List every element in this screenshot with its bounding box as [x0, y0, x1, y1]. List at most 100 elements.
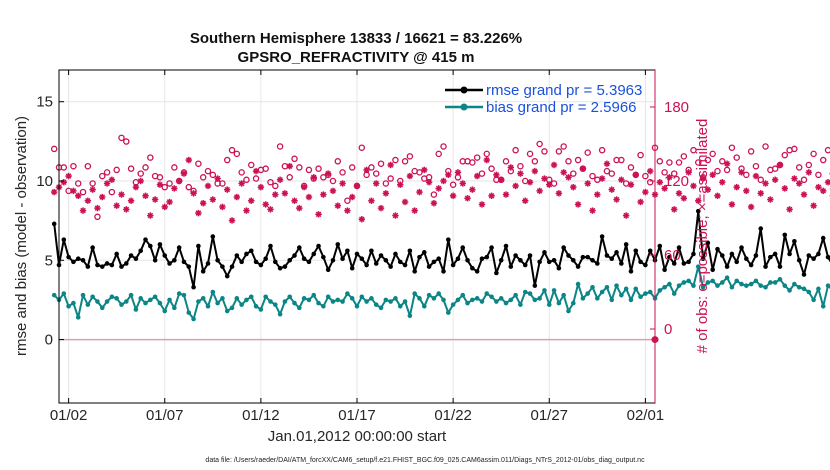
assimilated-obs-marker: [382, 190, 390, 197]
bias-point: [215, 300, 220, 306]
assimilated-obs-marker: [795, 180, 803, 187]
rmse-point: [292, 253, 297, 258]
rmse-point: [739, 245, 744, 250]
assimilated-obs-marker: [526, 179, 534, 186]
possible-obs-marker: [368, 164, 375, 171]
assimilated-obs-marker: [166, 198, 173, 206]
assimilated-obs-marker: [497, 176, 505, 183]
bias-point: [508, 297, 514, 303]
assimilated-obs-marker: [147, 212, 154, 219]
assimilated-obs-marker: [252, 167, 260, 175]
bias-point: [768, 280, 773, 285]
bias-point: [801, 286, 807, 292]
bias-point: [114, 296, 119, 301]
possible-obs-marker: [666, 159, 673, 166]
assimilated-obs-marker: [680, 195, 688, 202]
rmse-point: [51, 221, 57, 227]
possible-obs-marker: [483, 150, 491, 158]
rmse-point: [710, 267, 715, 273]
assimilated-obs-marker: [781, 185, 788, 192]
assimilated-obs-marker: [334, 202, 341, 209]
line-series: [51, 208, 830, 322]
legend-bias-label: bias grand pr = 2.5966: [486, 99, 637, 116]
x-tick-label: 01/27: [530, 407, 568, 424]
possible-obs-marker: [329, 177, 337, 185]
rmse-point: [609, 256, 615, 262]
bias-point: [66, 303, 71, 309]
assimilated-obs-marker: [373, 180, 380, 187]
rmse-point: [90, 245, 95, 250]
data-file-note: data file: /Users/raeder/DAI/ATM_forcXX/…: [205, 457, 645, 464]
bias-point: [109, 294, 115, 300]
bias-point: [465, 300, 470, 306]
assimilated-obs-marker: [488, 192, 495, 199]
rmse-point: [172, 257, 177, 263]
assimilated-obs-marker: [339, 180, 346, 187]
assimilated-obs-marker: [771, 176, 779, 183]
assimilated-obs-marker: [570, 183, 577, 191]
possible-obs-marker: [714, 167, 721, 175]
rmse-point: [537, 259, 542, 265]
bias-point: [426, 292, 432, 298]
assimilated-obs-marker: [305, 193, 313, 201]
possible-obs-marker: [478, 170, 486, 177]
bias-point: [181, 292, 187, 298]
rmse-point: [234, 253, 240, 258]
bias-point: [80, 292, 86, 298]
assimilated-obs-marker: [238, 180, 245, 187]
assimilated-obs-marker: [459, 180, 466, 187]
bias-point: [75, 315, 81, 320]
assimilated-obs-marker: [50, 188, 58, 196]
assimilated-obs-marker: [257, 183, 265, 191]
rmse-point: [628, 269, 634, 274]
assimilated-obs-marker: [291, 197, 298, 204]
possible-obs-marker: [752, 162, 760, 170]
possible-obs-marker: [248, 161, 255, 169]
assimilated-obs-marker: [550, 161, 558, 169]
assimilated-obs-marker: [127, 197, 135, 204]
assimilated-obs-marker: [752, 172, 760, 180]
bias-point: [542, 288, 547, 293]
possible-obs-marker: [728, 144, 736, 151]
bias-point: [162, 308, 168, 314]
bias-point: [200, 296, 206, 301]
assimilated-obs-marker: [440, 177, 447, 185]
bias-point: [614, 283, 619, 288]
rmse-point: [388, 264, 393, 269]
x-axis-label: Jan.01,2012 00:00:00 start: [268, 428, 447, 445]
bias-point: [369, 296, 374, 301]
assimilated-obs-marker: [815, 183, 822, 191]
bias-point: [816, 286, 821, 292]
rmse-point: [522, 262, 528, 268]
assimilated-obs-marker: [445, 171, 452, 179]
possible-obs-marker: [603, 167, 611, 175]
assimilated-obs-marker: [185, 156, 192, 164]
assimilated-obs-marker: [723, 160, 731, 167]
rmse-point: [412, 269, 417, 274]
rmse-point: [441, 269, 446, 274]
bias-point: [455, 297, 461, 303]
bias-point: [51, 292, 57, 298]
bias-point: [772, 280, 778, 285]
possible-obs-marker: [815, 171, 822, 179]
rmse-point: [474, 269, 480, 274]
possible-obs-marker: [79, 188, 87, 196]
possible-obs-marker: [555, 148, 563, 155]
rmse-point: [167, 261, 172, 266]
assimilated-obs-marker: [767, 196, 774, 203]
rmse-point: [695, 208, 701, 214]
assimilated-obs-marker: [560, 169, 567, 176]
assimilated-obs-marker: [646, 167, 654, 175]
rmse-point: [489, 245, 494, 250]
assimilated-obs-marker: [320, 191, 327, 198]
bias-point: [667, 281, 672, 287]
rmse-point: [724, 264, 730, 269]
possible-obs-marker: [377, 160, 385, 167]
assimilated-obs-marker: [75, 192, 82, 199]
possible-obs-marker: [339, 169, 346, 176]
possible-obs-marker: [416, 169, 423, 176]
possible-obs-marker: [695, 159, 702, 166]
possible-obs-marker: [344, 197, 351, 204]
bias-point: [311, 292, 317, 298]
bias-point: [450, 302, 456, 307]
